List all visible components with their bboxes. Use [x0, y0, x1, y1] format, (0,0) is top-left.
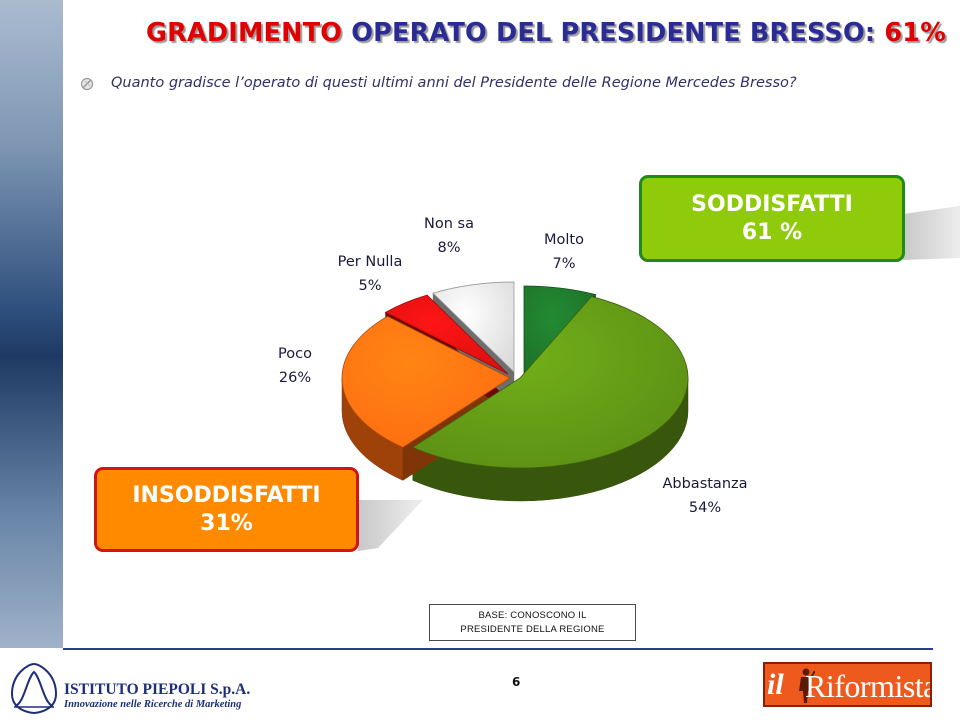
- satisfied-callout-shadow: [903, 206, 960, 260]
- riformista-figure-icon: [799, 668, 815, 703]
- riformista-logo-icon: il Riformista: [763, 662, 932, 707]
- question-text: Quanto gradisce l’operato di questi ulti…: [111, 75, 797, 91]
- unsatisfied-callout-label: INSODDISFATTI: [132, 483, 321, 508]
- satisfied-callout: SODDISFATTI 61 %: [639, 175, 905, 262]
- riformista-logo-il: il: [767, 668, 784, 701]
- satisfied-callout-value: 61 %: [741, 219, 803, 245]
- pie-label-per-nulla-value: 5%: [358, 278, 381, 294]
- bell-curve-logo-icon: [10, 662, 58, 715]
- base-note: BASE: CONOSCONO IL PRESIDENTE DELLA REGI…: [429, 604, 636, 641]
- pie-label-poco-value: 26%: [279, 370, 311, 386]
- title-part-operato: OPERATO DEL PRESIDENTE BRESSO:: [351, 18, 876, 48]
- unsatisfied-callout: INSODDISFATTI 31%: [94, 467, 359, 552]
- title-part-gradimento: GRADIMENTO: [146, 18, 343, 48]
- base-note-line1: BASE: CONOSCONO IL: [478, 610, 587, 621]
- title-part-percent: 61%: [884, 18, 946, 48]
- company-tagline: Innovazione nelle Ricerche di Marketing: [64, 699, 242, 710]
- pie-label-non-sa-name: Non sa: [424, 216, 474, 232]
- unsatisfied-callout-value: 31%: [200, 510, 253, 536]
- unsatisfied-callout-shadow: [358, 500, 423, 551]
- pie-slice-tops: [341, 281, 689, 469]
- pie-label-abbastanza-name: Abbastanza: [662, 476, 747, 492]
- footer-divider: [63, 648, 933, 650]
- base-note-line2: PRESIDENTE DELLA REGIONE: [460, 623, 605, 635]
- riformista-logo-word: Riformista: [805, 668, 932, 704]
- sidebar-band: [0, 0, 63, 648]
- circle-bullet-icon: [80, 77, 94, 91]
- pie-label-molto-value: 7%: [552, 256, 575, 272]
- pie-label-molto-name: Molto: [544, 232, 584, 248]
- pie-labels: Molto 7% Abbastanza 54% Poco 26% Per Nulla 5% No…: [278, 216, 747, 516]
- pie-label-non-sa-value: 8%: [437, 240, 460, 256]
- pie-slice-poco: [341, 315, 511, 448]
- page-title: GRADIMENTO OPERATO DEL PRESIDENTE BRESSO…: [64, 18, 946, 48]
- pie-label-per-nulla-name: Per Nulla: [338, 254, 403, 270]
- pie-slice-non-sa: [432, 281, 515, 373]
- pie-slice-per-nulla: [384, 294, 509, 375]
- pie-label-poco-name: Poco: [278, 346, 312, 362]
- pie-slice-abbastanza: [412, 296, 689, 469]
- satisfied-callout-label: SODDISFATTI: [691, 192, 853, 217]
- pie-label-abbastanza-value: 54%: [689, 500, 721, 516]
- page-number: 6: [512, 675, 521, 689]
- company-name: ISTITUTO PIEPOLI S.p.A.: [64, 681, 251, 698]
